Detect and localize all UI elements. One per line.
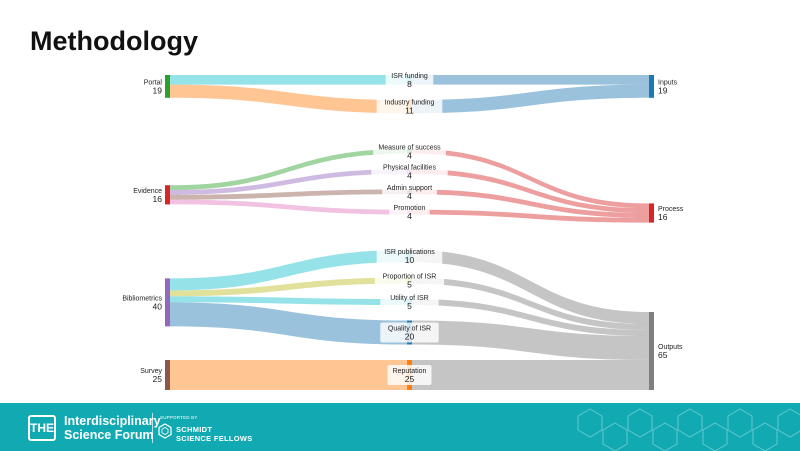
metric-value-proportion-of-isr: 5 xyxy=(407,280,412,290)
forum-name: Interdisciplinary Science Forum xyxy=(64,414,161,442)
footer-divider xyxy=(152,413,153,443)
partner-line2: SCIENCE FELLOWS xyxy=(176,434,253,443)
source-label-evidence: Evidence xyxy=(133,188,162,195)
footer-bar: THE Interdisciplinary Science Forum SUPP… xyxy=(0,403,800,451)
supported-by-label: SUPPORTED BY xyxy=(160,415,198,420)
metric-value-admin-support: 4 xyxy=(407,191,412,201)
metric-label-backdrop-utility-of-isr xyxy=(380,292,439,313)
target-node-inputs xyxy=(649,75,654,98)
metric-value-physical-facilities: 4 xyxy=(407,171,412,181)
link-promotion-to-process xyxy=(412,209,649,223)
source-label-survey: Survey xyxy=(140,368,162,375)
metric-label-promotion: Promotion xyxy=(394,205,426,212)
link-admin-support-to-process xyxy=(412,189,649,218)
link-isr-funding-to-inputs xyxy=(412,75,649,85)
target-label-process: Process xyxy=(658,206,684,213)
metric-label-admin-support: Admin support xyxy=(387,185,432,192)
link-bibliometrics-to-quality-of-isr xyxy=(170,302,407,345)
link-quality-of-isr-to-outputs xyxy=(412,320,649,360)
link-evidence-to-promotion xyxy=(170,199,407,215)
link-industry-funding-to-inputs xyxy=(412,84,649,114)
source-value-portal: 19 xyxy=(153,85,163,95)
link-measure-of-success-to-process xyxy=(412,148,649,209)
metric-label-physical-facilities: Physical facilities xyxy=(383,165,436,172)
target-node-process xyxy=(649,203,654,223)
links-right xyxy=(412,75,649,390)
link-evidence-to-admin-support xyxy=(170,189,407,200)
link-survey-to-reputation xyxy=(170,360,407,390)
forum-name-line2: Science Forum xyxy=(64,428,154,442)
link-bibliometrics-to-isr-publications xyxy=(170,250,407,291)
hexagon-pattern-decoration xyxy=(577,408,800,451)
target-label-outputs: Outputs xyxy=(658,344,683,351)
link-evidence-to-measure-of-success xyxy=(170,148,407,191)
metric-label-backdrop-promotion xyxy=(389,202,430,223)
partner-name: SCHMIDT SCIENCE FELLOWS xyxy=(176,425,253,443)
metric-value-promotion: 4 xyxy=(407,211,412,221)
forum-name-line1: Interdisciplinary xyxy=(64,414,161,428)
metric-label-backdrop-admin-support xyxy=(382,181,437,202)
metric-label-reputation: Reputation xyxy=(393,368,427,375)
metric-label-isr-publications: ISR publications xyxy=(384,249,435,256)
metric-label-backdrop-proportion-of-isr xyxy=(374,270,445,291)
source-node-bibliometrics xyxy=(165,278,170,327)
source-value-bibliometrics: 40 xyxy=(153,301,163,311)
metric-label-measure-of-success: Measure of success xyxy=(378,144,441,151)
metric-label-backdrop-isr-funding xyxy=(385,69,434,90)
link-isr-publications-to-outputs xyxy=(412,250,649,324)
metric-label-industry-funding: Industry funding xyxy=(385,100,435,107)
source-label-bibliometrics: Bibliometrics xyxy=(122,295,162,302)
source-node-survey xyxy=(165,360,170,390)
link-portal-to-isr-funding xyxy=(170,75,407,85)
metric-label-backdrop-quality-of-isr xyxy=(380,322,439,343)
link-evidence-to-physical-facilities xyxy=(170,169,407,195)
link-proportion-of-isr-to-outputs xyxy=(412,277,649,330)
labels: Portal19Evidence16Bibliometrics40Survey2… xyxy=(122,69,684,385)
metric-label-backdrop-isr-publications xyxy=(376,246,443,267)
link-utility-of-isr-to-outputs xyxy=(412,299,649,336)
target-value-process: 16 xyxy=(658,212,668,222)
metric-label-backdrop-measure-of-success xyxy=(373,141,446,162)
partner-line1: SCHMIDT xyxy=(176,425,213,434)
link-portal-to-industry-funding xyxy=(170,84,407,114)
source-node-portal xyxy=(165,75,170,98)
hexagon-logo-icon xyxy=(158,423,172,439)
link-bibliometrics-to-proportion-of-isr xyxy=(170,277,407,297)
link-bibliometrics-to-utility-of-isr xyxy=(170,296,407,306)
sankey-diagram: Portal19Evidence16Bibliometrics40Survey2… xyxy=(122,69,684,390)
metric-label-backdrop-reputation xyxy=(387,365,432,385)
target-node-outputs xyxy=(649,312,654,390)
source-node-evidence xyxy=(165,185,170,205)
metric-value-quality-of-isr: 20 xyxy=(405,332,415,342)
source-label-portal: Portal xyxy=(144,79,163,86)
metric-label-backdrop-industry-funding xyxy=(376,96,443,117)
metric-value-utility-of-isr: 5 xyxy=(407,301,412,311)
link-reputation-to-outputs xyxy=(412,360,649,390)
metric-value-reputation: 25 xyxy=(405,374,415,384)
target-value-outputs: 65 xyxy=(658,350,668,360)
metric-value-industry-funding: 11 xyxy=(405,106,414,116)
metric-label-utility-of-isr: Utility of ISR xyxy=(390,295,429,302)
the-logo-badge: THE xyxy=(28,415,56,441)
metric-value-isr-publications: 10 xyxy=(405,255,415,265)
links-left xyxy=(170,75,407,390)
link-physical-facilities-to-process xyxy=(412,169,649,214)
metric-label-quality-of-isr: Quality of ISR xyxy=(388,326,431,333)
metric-label-isr-funding: ISR funding xyxy=(391,73,428,80)
source-value-survey: 25 xyxy=(153,374,163,384)
source-value-evidence: 16 xyxy=(153,194,163,204)
slide-title: Methodology xyxy=(30,26,198,56)
target-label-inputs: Inputs xyxy=(658,79,678,86)
metric-label-proportion-of-isr: Proportion of ISR xyxy=(383,274,437,281)
metric-value-measure-of-success: 4 xyxy=(407,150,412,160)
metric-value-isr-funding: 8 xyxy=(407,79,412,89)
target-value-inputs: 19 xyxy=(658,85,668,95)
metric-label-backdrop-physical-facilities xyxy=(371,161,448,182)
